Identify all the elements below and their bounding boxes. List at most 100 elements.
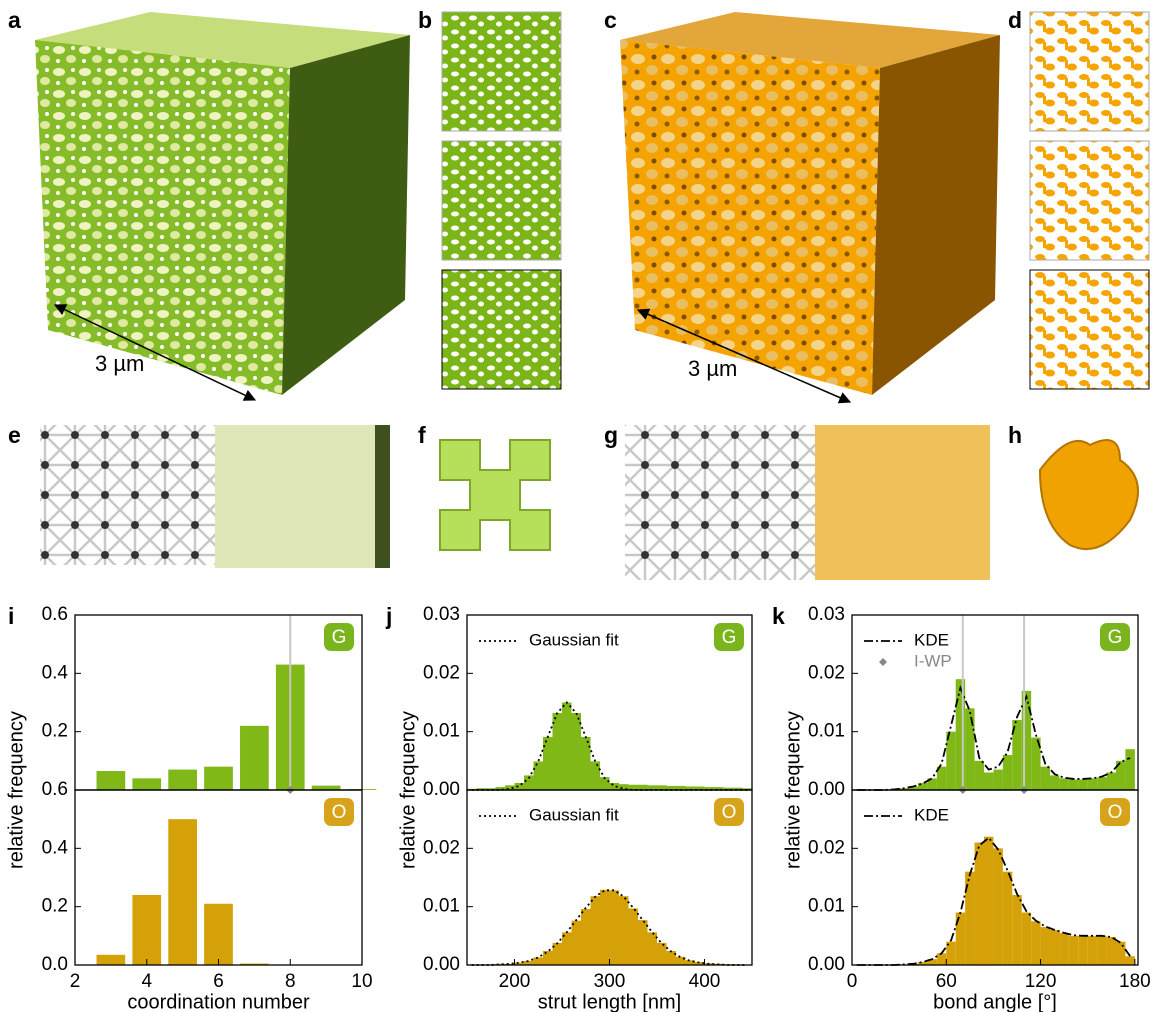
figure: 3 µm 3 µm abcdefghijk0.20.40.6Grelative … [0, 0, 1158, 1012]
histogram-bar [1012, 895, 1021, 965]
histogram-bar [581, 737, 591, 790]
histogram-bar [543, 951, 553, 965]
cube-front [620, 40, 880, 395]
legend-label: KDE [914, 630, 949, 649]
panel-label: i [8, 603, 14, 629]
histogram-bar [984, 837, 993, 965]
y-tick-label: 0.02 [808, 837, 845, 858]
y-tick-label: 0.01 [423, 721, 460, 742]
y-tick-label: 0.01 [808, 896, 845, 917]
network [40, 425, 220, 565]
histogram-bar [600, 890, 610, 965]
histogram-bar [1069, 936, 1078, 965]
cube-front [35, 40, 290, 395]
histogram-bar [1022, 913, 1031, 966]
bar [312, 786, 341, 790]
y-tick-label: 0.2 [42, 896, 68, 917]
x-axis-label: coordination number [127, 991, 310, 1012]
histogram-bar [610, 890, 620, 965]
histogram-bar [1041, 767, 1050, 790]
slice [442, 141, 561, 260]
subplot: Gaussian fit0.000.010.02200300400Ostrut … [423, 790, 752, 1012]
histogram-bar [1041, 927, 1050, 965]
badge-label: G [332, 627, 347, 648]
slice [1030, 141, 1149, 260]
legend-label: KDE [914, 805, 949, 824]
badge-label: O [722, 802, 737, 823]
panel-label: a [8, 7, 21, 33]
histogram-bar [562, 703, 572, 791]
x-tick-label: 4 [141, 971, 152, 992]
histogram-bar [572, 921, 582, 965]
histogram-bar [993, 848, 1002, 965]
x-tick-label: 6 [213, 971, 224, 992]
histogram-bar [965, 708, 974, 790]
histogram-bar [993, 770, 1002, 790]
y-tick-label: 0.03 [423, 604, 460, 625]
cube-side [282, 35, 410, 395]
panel-label: f [418, 422, 426, 448]
x-tick-label: 8 [285, 971, 296, 992]
histogram-bar [1116, 942, 1125, 965]
bar [97, 955, 126, 965]
histogram-bar [638, 920, 648, 965]
legend-marker [879, 658, 887, 666]
y-tick-label: 0.01 [423, 896, 460, 917]
y-tick-label: 0.00 [423, 779, 460, 800]
x-tick-label: 0 [847, 971, 858, 992]
y-tick-label: 0.01 [808, 721, 845, 742]
histogram-bar [581, 909, 591, 965]
y-tick-label: 0.03 [808, 604, 845, 625]
badge-label: G [1108, 627, 1123, 648]
network [625, 425, 820, 580]
x-tick-label: 60 [936, 971, 957, 992]
y-tick-label: 0.00 [423, 954, 460, 975]
network-surface [375, 425, 390, 568]
histogram-bar [619, 896, 629, 965]
subplot: KDEI-WP0.000.010.020.03Grelative frequen… [782, 604, 1138, 869]
histogram-bar [534, 761, 544, 790]
y-tick-label: 0.02 [423, 662, 460, 683]
network-surface [815, 425, 990, 580]
y-tick-label: 0.2 [42, 721, 68, 742]
x-tick-label: 2 [70, 971, 81, 992]
bar [97, 771, 126, 790]
subplot: 0.00.20.40.6246810Ocoordination number [42, 779, 373, 1012]
network-surface [215, 425, 390, 568]
histogram-bar [1069, 780, 1078, 791]
unit-cell [440, 440, 550, 550]
histogram-bar [1059, 778, 1068, 790]
y-tick-label: 0.02 [423, 837, 460, 858]
bar [204, 767, 233, 790]
x-axis-label: bond angle [°] [933, 991, 1057, 1012]
y-tick-label: 0.02 [808, 662, 845, 683]
bar [168, 819, 197, 965]
histogram-bar [1078, 936, 1087, 965]
bar [204, 904, 233, 965]
x-tick-label: 10 [351, 971, 372, 992]
subplot: Gaussian fit0.000.010.020.03Grelative fr… [397, 604, 752, 869]
histogram-bar [1031, 921, 1040, 965]
legend-label: Gaussian fit [529, 630, 619, 649]
bar [240, 726, 269, 790]
panel-label: g [604, 422, 618, 448]
histogram-bar [975, 761, 984, 790]
panel-label: d [1008, 7, 1022, 33]
histogram-bar [591, 761, 601, 790]
y-axis-label: relative frequency [5, 711, 27, 869]
y-tick-label: 0.4 [42, 662, 69, 683]
histogram-bar [937, 953, 946, 965]
histogram-bar [1097, 777, 1106, 790]
histogram-bar [1097, 936, 1106, 965]
histogram-bar [543, 737, 553, 790]
histogram-bar [946, 732, 955, 790]
x-tick-label: 180 [1119, 971, 1151, 992]
histogram-bar [657, 943, 667, 965]
x-tick-label: 300 [594, 971, 626, 992]
panel-label: e [8, 422, 21, 448]
histogram-bar [1078, 780, 1087, 791]
histogram-bar [572, 713, 582, 790]
legend-label: Gaussian fit [529, 805, 619, 824]
badge-label: O [1108, 802, 1123, 823]
